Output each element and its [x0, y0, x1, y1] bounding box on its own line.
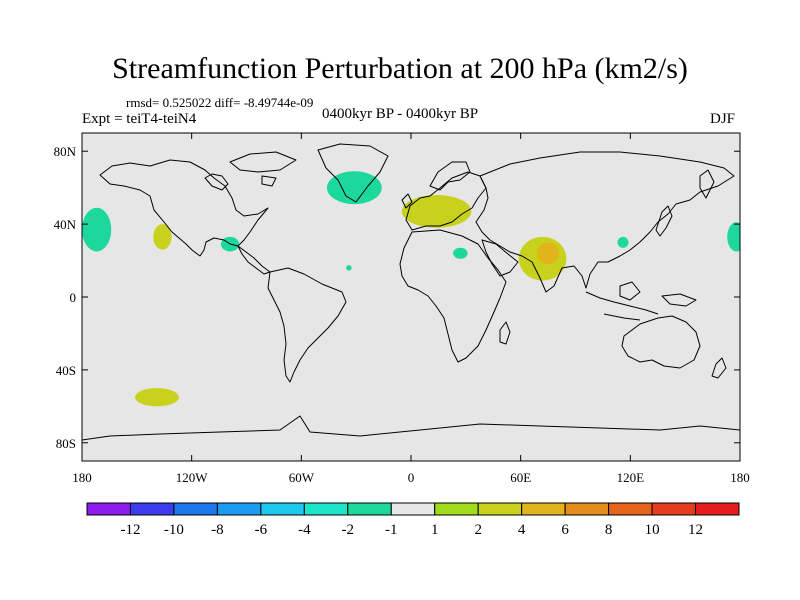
coast-hudson-bay: [204, 173, 229, 191]
colorbar-label: -12: [120, 522, 140, 538]
colorbar-bin: [86, 502, 131, 516]
coast-antarctica: [82, 415, 740, 441]
x-tick-label: 180: [72, 470, 92, 485]
coast-japan: [655, 205, 673, 237]
x-tick-label: 0: [408, 470, 415, 485]
coast-asia: [475, 151, 735, 293]
coast-australia: [621, 315, 701, 369]
map-background: [82, 133, 740, 461]
x-tick-label: 180: [730, 470, 750, 485]
colorbar-bin: [608, 502, 653, 516]
coast-new-zealand: [711, 357, 727, 379]
axis-ticks: 180 120W 60W 0 60E 120E 180 80N 40N 0 40S 80S: [54, 133, 750, 485]
stats-text: rmsd= 0.525022 diff= -8.49744e-09: [126, 95, 314, 110]
colorbar-bin: [521, 502, 566, 516]
coast-scandinavia: [429, 161, 471, 191]
colorbar-bin: [477, 502, 523, 516]
experiment-label: Expt = teiT4-teiN4: [82, 111, 197, 127]
colorbar-bin: [695, 502, 740, 516]
colorbar-label: 1: [431, 522, 439, 538]
coast-madagascar: [499, 321, 511, 345]
coast-indonesia: [585, 291, 659, 321]
colorbar-bin: [129, 502, 175, 516]
anomaly-north-pacific-negative: [82, 207, 112, 252]
anomaly-middle-east-negative: [453, 247, 468, 259]
anomaly-south-pacific-positive: [135, 388, 179, 407]
y-tick-label: 40S: [56, 363, 76, 378]
colorbar-bin: [173, 502, 218, 516]
anomaly-layer: [82, 171, 740, 407]
x-tick-label: 60W: [289, 470, 315, 485]
period-label: 0400kyr BP - 0400kyr BP: [322, 106, 479, 122]
colorbar-label: -1: [385, 522, 398, 538]
anomaly-east-asia-negative: [617, 236, 629, 248]
colorbar-bin: [347, 502, 392, 516]
coast-central-america: [237, 245, 271, 275]
coast-north-america: [99, 159, 269, 257]
chart-title: Streamfunction Perturbation at 200 hPa (…: [112, 52, 688, 85]
colorbar-bin: [651, 502, 697, 516]
colorbar-bin: [303, 502, 349, 516]
colorbar-label: 10: [645, 522, 660, 538]
colorbar-label: -2: [342, 522, 355, 538]
colorbar-bin: [216, 502, 262, 516]
y-tick-label: 80S: [56, 436, 76, 451]
x-tick-label: 120W: [176, 470, 209, 485]
colorbar-label: -6: [255, 522, 268, 538]
x-tick-label: 120E: [617, 470, 645, 485]
anomaly-north-atlantic-negative: [326, 171, 382, 205]
anomaly-india-positive-core: [537, 242, 560, 265]
colorbar-label: 12: [688, 522, 703, 538]
y-tick-label: 40N: [54, 217, 77, 232]
anomaly-europe-positive: [401, 194, 472, 228]
y-tick-label: 80N: [54, 144, 77, 159]
anomaly-dateline-negative: [727, 222, 740, 252]
coast-kamchatka: [699, 169, 715, 199]
colorbar: -12 -10 -8 -6 -4 -2 -1 1 2 4 6 8 10 12: [86, 502, 740, 538]
colorbar-label: -8: [211, 522, 224, 538]
colorbar-bin: [564, 502, 610, 516]
colorbar-label: 6: [561, 522, 569, 538]
coast-arabia: [481, 239, 519, 277]
colorbar-label: -4: [298, 522, 311, 538]
colorbar-bin: [390, 502, 436, 516]
colorbar-label: 8: [605, 522, 613, 538]
anomaly-atlantic-negative-small: [346, 265, 352, 271]
coastlines: [82, 143, 740, 441]
anomaly-pacific-positive: [153, 224, 172, 250]
colorbar-bin: [434, 502, 479, 516]
coast-south-america: [267, 267, 347, 383]
coast-new-guinea: [661, 293, 697, 307]
coast-borneo: [619, 281, 641, 301]
coast-british-isles: [401, 193, 413, 209]
x-tick-label: 60E: [510, 470, 531, 485]
colorbar-label: 2: [474, 522, 482, 538]
colorbar-bin: [260, 502, 305, 516]
coast-arctic-islands: [229, 151, 297, 187]
colorbar-label: -10: [164, 522, 184, 538]
coast-africa: [399, 229, 507, 363]
colorbar-label: 4: [518, 522, 526, 538]
y-tick-label: 0: [70, 290, 77, 305]
coast-greenland: [317, 143, 389, 203]
season-label: DJF: [710, 111, 736, 127]
